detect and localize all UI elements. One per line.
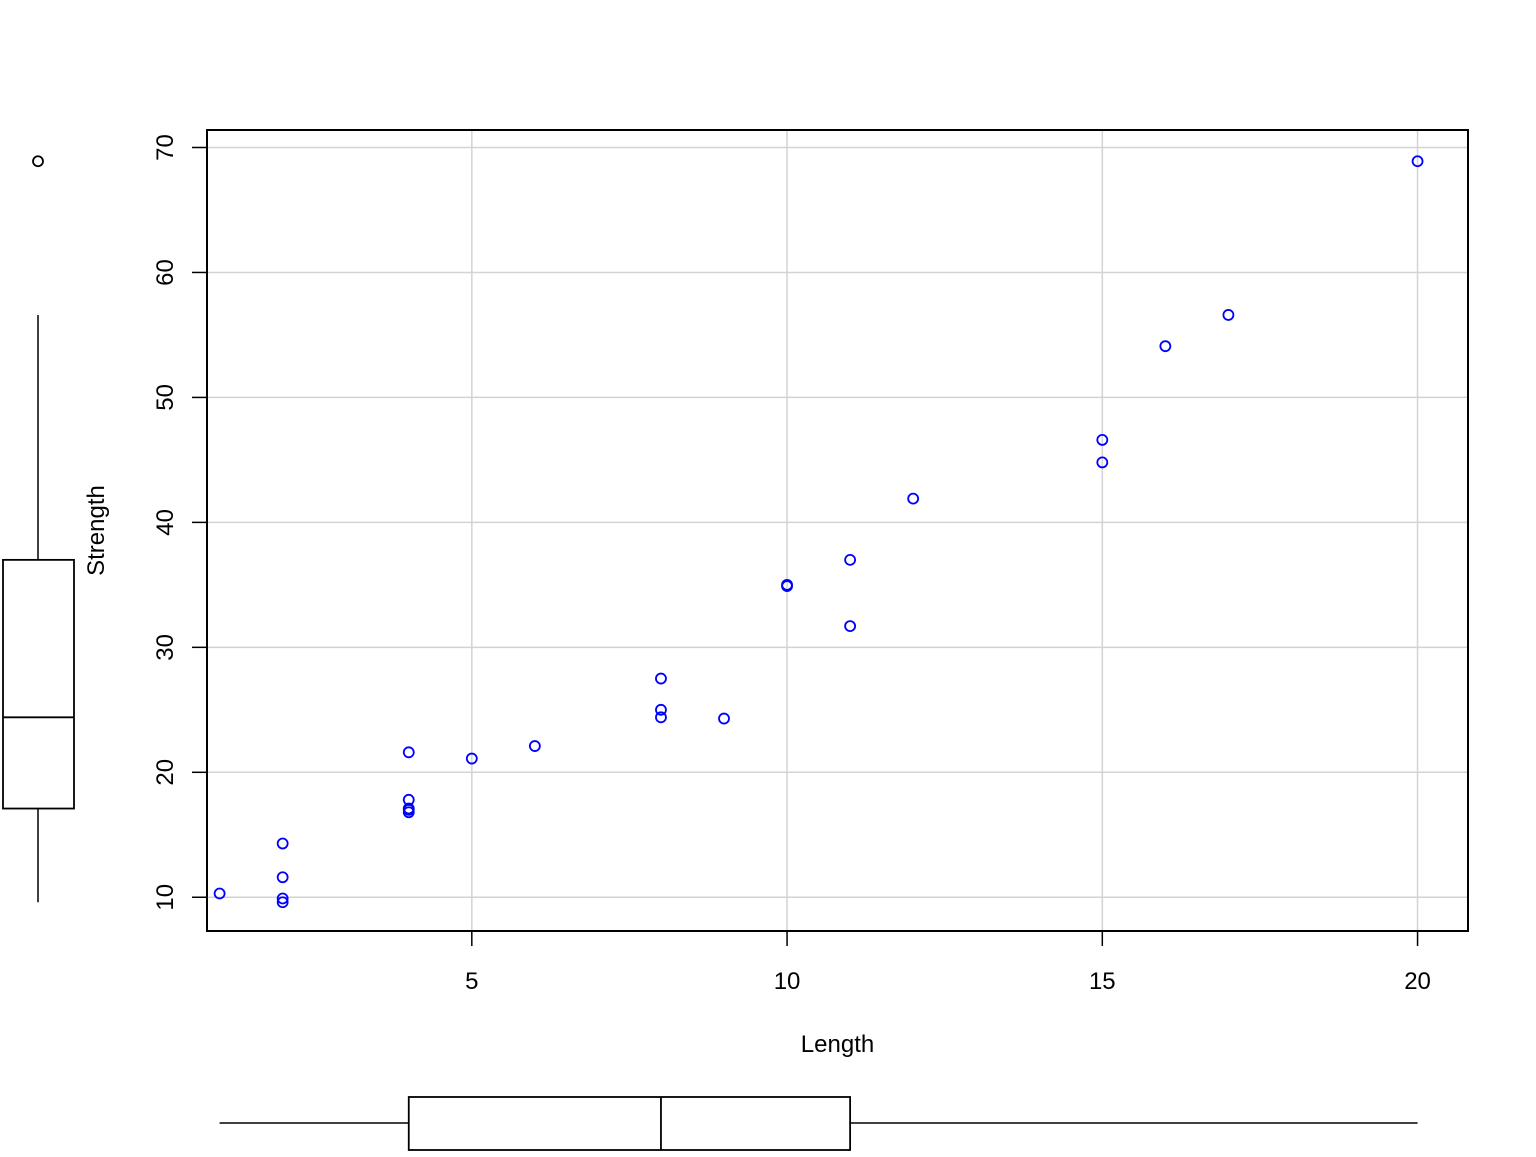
data-point	[276, 896, 289, 909]
data-point	[655, 672, 667, 685]
data-point	[907, 492, 920, 505]
data-point	[1222, 309, 1235, 321]
x-tick-label: 15	[1089, 968, 1116, 995]
data-point	[402, 746, 415, 759]
y-box-outlier	[32, 155, 44, 168]
y-tick-label: 20	[152, 759, 179, 786]
data-point	[402, 802, 415, 815]
y-marginal-boxplot	[2, 155, 75, 903]
data-point	[655, 711, 667, 724]
data-point	[1096, 434, 1109, 446]
y-tick-label: 40	[152, 509, 179, 536]
data-point	[1159, 340, 1172, 353]
y-axis-label: Strength	[83, 485, 110, 576]
data-point	[844, 553, 857, 566]
data-point	[276, 892, 289, 905]
x-marginal-boxplot	[219, 1096, 1418, 1151]
grid	[207, 130, 1468, 931]
y-tick-label: 70	[152, 134, 179, 161]
x-axis: 5 10 15 20	[465, 931, 1431, 995]
data-point	[655, 703, 667, 716]
y-tick-label: 30	[152, 634, 179, 661]
x-tick-label: 10	[774, 968, 801, 995]
data-point	[528, 740, 541, 752]
y-tick-label: 60	[152, 259, 179, 286]
data-point	[276, 871, 289, 884]
data-point	[718, 712, 730, 725]
x-box-iqr	[407, 1096, 852, 1151]
y-axis: 10 20 30 40 50 60 70	[152, 134, 207, 911]
data-point	[844, 620, 857, 632]
plot-frame	[206, 129, 1469, 932]
data-point	[465, 752, 478, 765]
data-point	[402, 793, 415, 806]
y-tick-label: 50	[152, 384, 179, 411]
y-box-iqr	[2, 558, 75, 810]
x-tick-label: 5	[465, 968, 478, 995]
data-points	[213, 155, 1424, 909]
data-point	[1411, 155, 1424, 168]
data-point	[276, 837, 289, 850]
data-point	[1096, 456, 1109, 469]
x-axis-label: Length	[801, 1031, 874, 1058]
y-tick-label: 10	[152, 884, 179, 911]
x-tick-label: 20	[1404, 968, 1431, 995]
data-point	[781, 578, 793, 591]
data-point	[213, 887, 226, 900]
